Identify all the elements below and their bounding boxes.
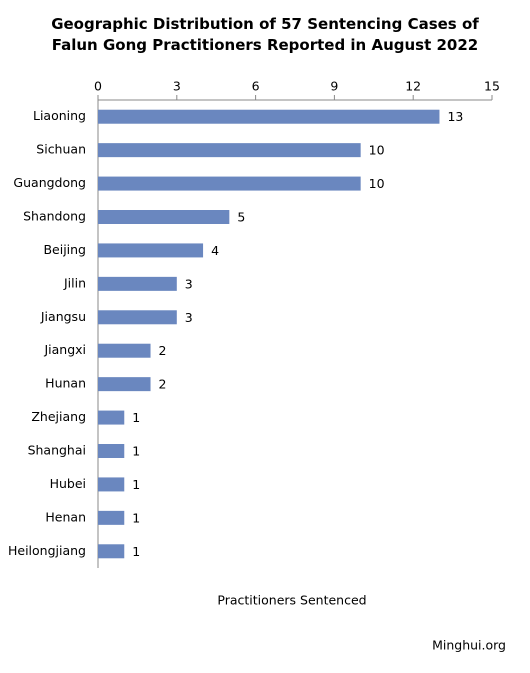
bar — [98, 510, 125, 525]
bar — [98, 176, 361, 191]
chart-title: Geographic Distribution of 57 Sentencing… — [51, 15, 479, 54]
x-tick-label: 0 — [94, 79, 102, 94]
value-label: 1 — [132, 510, 140, 525]
bar — [98, 109, 440, 124]
value-label: 1 — [132, 477, 140, 492]
bar — [98, 444, 125, 458]
value-label: 5 — [237, 210, 245, 225]
y-tick-label: Sichuan — [36, 142, 86, 157]
y-tick-label: Guangdong — [13, 175, 86, 190]
value-label: 13 — [447, 109, 463, 124]
y-tick-label: Beijing — [43, 242, 86, 257]
x-tick-label: 12 — [405, 79, 421, 94]
value-label: 1 — [132, 444, 140, 459]
x-axis-label: Practitioners Sentenced — [217, 593, 366, 608]
bar — [98, 410, 125, 425]
x-tick-label: 6 — [252, 79, 260, 94]
y-tick-label: Shanghai — [28, 443, 86, 458]
bar — [98, 477, 125, 492]
y-tick-label: Zhejiang — [31, 409, 86, 424]
y-tick-label: Hunan — [45, 376, 86, 391]
y-tick-label: Heilongjiang — [8, 543, 86, 558]
y-tick-label: Jilin — [63, 275, 86, 290]
bar — [98, 343, 151, 358]
y-tick-label: Hubei — [50, 476, 86, 491]
value-label: 3 — [185, 310, 193, 325]
bar — [98, 544, 125, 559]
source: Minghui.org — [432, 638, 506, 653]
x-tick-label: 3 — [173, 79, 181, 94]
x-tick-label: 15 — [484, 79, 500, 94]
y-tick-label: Liaoning — [33, 108, 86, 123]
bar — [98, 276, 177, 291]
y-tick-label: Jiangxi — [43, 342, 86, 357]
value-label: 2 — [159, 343, 167, 358]
y-tick-label: Shandong — [23, 209, 86, 224]
bar — [98, 377, 151, 392]
value-label: 1 — [132, 410, 140, 425]
value-label: 3 — [185, 276, 193, 291]
y-tick-label: Jiangsu — [40, 309, 86, 324]
value-label: 4 — [211, 243, 219, 258]
value-label: 2 — [159, 377, 167, 392]
bar — [98, 243, 204, 258]
value-label: 10 — [369, 143, 385, 158]
x-tick-label: 9 — [330, 79, 338, 94]
value-label: 1 — [132, 544, 140, 559]
bar — [98, 210, 230, 224]
y-tick-label: Henan — [45, 509, 86, 524]
bar — [98, 310, 177, 325]
value-label: 10 — [369, 176, 385, 191]
bar — [98, 143, 361, 158]
